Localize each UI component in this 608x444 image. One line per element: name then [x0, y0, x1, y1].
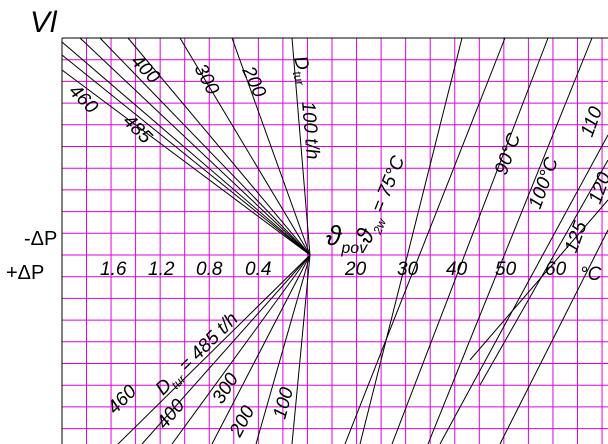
flow-line [61, 54, 311, 256]
flow-line [171, 254, 311, 444]
flow-line [141, 254, 311, 444]
temp-label: 110 [577, 104, 607, 140]
flow-label: 460 [64, 81, 102, 119]
plus-dp: +ΔP [6, 262, 44, 284]
flow-label: 400 [126, 51, 164, 89]
flow-line [79, 37, 311, 256]
scale-label: 20 [344, 259, 367, 280]
symbol: D [289, 54, 313, 73]
d-tur-label: Dtur [286, 54, 317, 88]
flow-line [127, 37, 311, 256]
temp-line [427, 37, 593, 444]
rest: = 485 t/h [171, 309, 242, 380]
temp-line [391, 37, 549, 444]
temp-line [499, 229, 608, 444]
subscript: pov [340, 240, 368, 257]
temp-line [344, 37, 506, 444]
flow-line [211, 254, 311, 444]
flow-line [255, 254, 311, 444]
temp-line [359, 37, 463, 444]
unit: °C [580, 264, 602, 285]
scale-label: 0.8 [196, 259, 223, 280]
scale-label: 40 [446, 259, 468, 280]
flow-label: 200 [237, 62, 270, 101]
flow-label: 300 [190, 60, 224, 98]
flow-line [231, 37, 311, 256]
nomogram-lines [61, 37, 608, 444]
scale-label: 1.6 [100, 259, 127, 280]
flow-line [179, 37, 311, 256]
flow-label: 100 t/h [297, 101, 323, 161]
temp-line [469, 199, 608, 361]
scale-label: 50 [495, 259, 517, 280]
axis-label: Vl [30, 6, 58, 39]
minus-dp: -ΔP [24, 228, 57, 250]
scale-label: 0.4 [245, 259, 271, 280]
temp-label: 120 [585, 169, 608, 206]
rest: = 75°C [366, 153, 410, 221]
flow-line [291, 37, 311, 256]
temp-line [439, 134, 608, 444]
temp-label: 90°C [491, 130, 525, 177]
scale-label: 60 [545, 259, 567, 280]
scale-label: 30 [397, 259, 419, 280]
flow-label: 100 [270, 385, 299, 421]
subscript: tur [290, 70, 307, 88]
flow-line [99, 37, 311, 256]
temp-line [479, 159, 608, 386]
grid [62, 38, 608, 444]
symbol: ϑ [326, 220, 343, 251]
flow-line [61, 69, 311, 256]
temp-label: 100°C [525, 154, 563, 211]
flow-line [291, 254, 311, 444]
flow-line [117, 254, 311, 444]
subscript: 2w [370, 215, 390, 237]
scale-label: 1.2 [148, 259, 175, 280]
theta-pov: ϑpov [326, 220, 368, 257]
flow-line [61, 41, 311, 256]
flow-label: 300 [208, 369, 243, 407]
